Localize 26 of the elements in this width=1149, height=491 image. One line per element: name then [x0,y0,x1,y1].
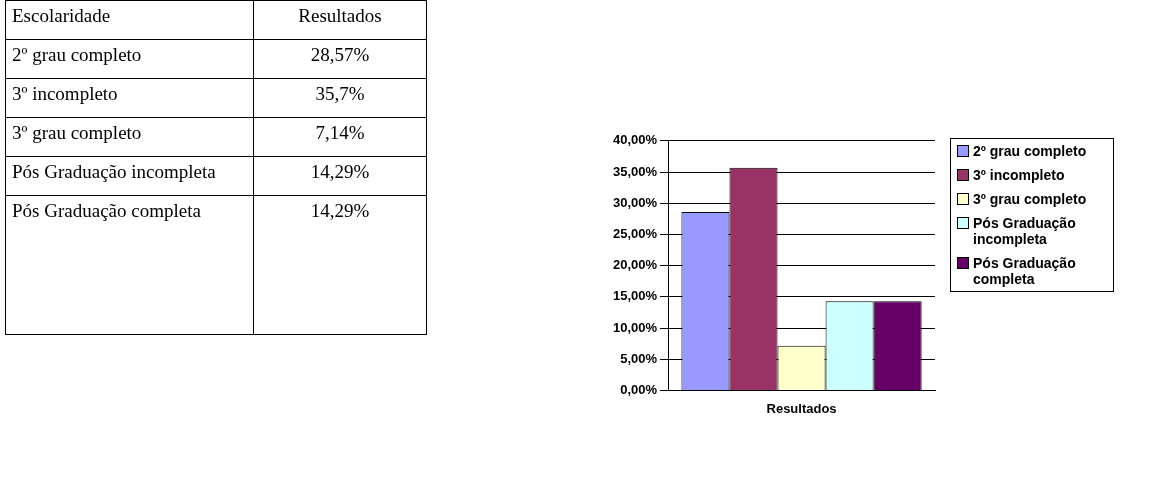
y-tick-label: 35,00% [613,163,658,179]
legend-label: 2º grau completo [973,143,1087,159]
text: 28,57% [253,39,427,79]
text: 7,14% [253,117,427,157]
category-label: Resultados [298,5,382,26]
text: 3º grau completo [12,122,142,143]
legend-label: Pós Graduação incompleta [973,215,1077,247]
y-tick-label: 30,00% [613,194,658,210]
text: Escolaridade [5,0,254,40]
legend-label: 3º grau completo [973,191,1087,207]
y-tick-label: 25,00% [613,225,658,241]
text: 35,7% [253,78,427,118]
y-tick-label: 15,00% [613,288,658,304]
y-tick-label: 20,00% [613,257,658,273]
y-tick-label: 5,00% [620,350,658,366]
y-tick-label: 0,00% [620,381,658,397]
text: Pós Graduação incompleta [12,161,216,182]
y-tick-label: 10,00% [613,319,658,335]
legend-label: 3º incompleto [973,167,1065,183]
text: 14,29% [253,156,427,196]
y-tick-label: 40,00% [613,132,658,148]
legend-label: Pós Graduação completa [973,255,1077,287]
text: Pós Graduação completa [12,200,201,221]
text: 3º incompleto [12,83,118,104]
text: 2º grau completo [12,44,142,65]
text: 14,29% [253,195,427,335]
